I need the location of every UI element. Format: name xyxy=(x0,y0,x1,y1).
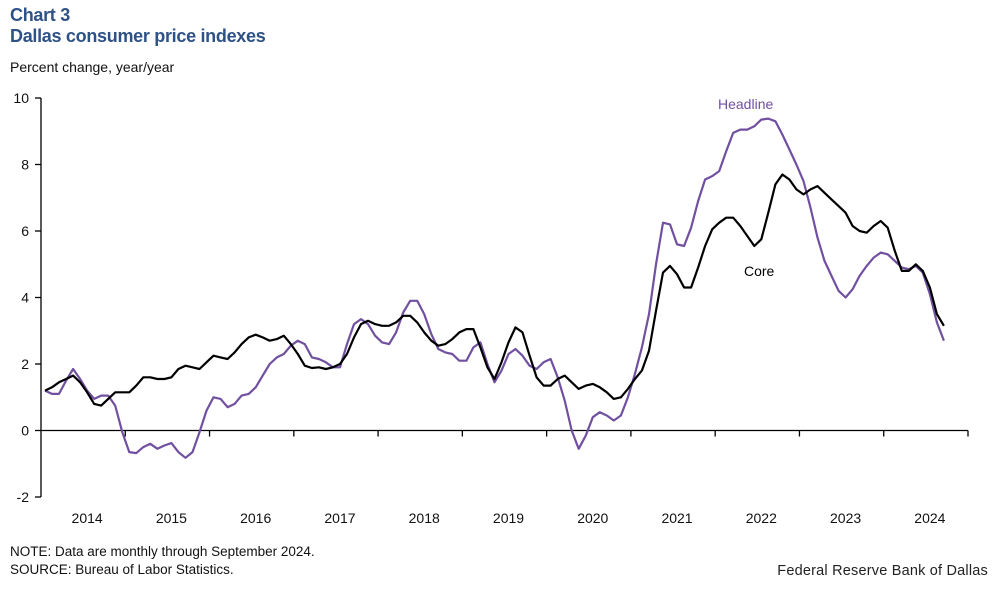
footnote-note: NOTE: Data are monthly through September… xyxy=(10,544,315,559)
x-tick-label: 2024 xyxy=(914,510,945,526)
chart-number: Chart 3 xyxy=(10,5,70,25)
y-tick-label: 6 xyxy=(21,223,29,239)
axes: -2 0 2 4 6 8 10 2014 2015 2016 2017 2018 2019 2020 202… xyxy=(13,90,969,526)
chart-title: Dallas consumer price indexes xyxy=(10,26,266,46)
x-tick-label: 2015 xyxy=(156,510,187,526)
x-tick-label: 2019 xyxy=(493,510,524,526)
series-label-headline: Headline xyxy=(718,96,773,112)
series-labels: Headline Core xyxy=(718,96,775,279)
y-tick-label: 2 xyxy=(21,356,29,372)
y-tick-label: 10 xyxy=(13,90,29,106)
footnote-source: SOURCE: Bureau of Labor Statistics. xyxy=(10,562,234,577)
series-line-core xyxy=(44,173,945,407)
y-tick-label: 4 xyxy=(21,290,29,306)
series-line-headline xyxy=(44,117,945,459)
x-tick-label: 2017 xyxy=(324,510,355,526)
series-lines xyxy=(44,117,945,459)
series-label-core: Core xyxy=(744,263,775,279)
credit-label: Federal Reserve Bank of Dallas xyxy=(777,563,988,579)
x-tick-label: 2023 xyxy=(830,510,861,526)
x-tick-label: 2016 xyxy=(240,510,271,526)
y-tick-label: -2 xyxy=(17,489,30,505)
y-tick-label: 8 xyxy=(21,157,29,173)
y-axis-units-label: Percent change, year/year xyxy=(10,59,175,75)
x-tick-label: 2021 xyxy=(661,510,692,526)
x-tick-label: 2020 xyxy=(577,510,608,526)
x-tick-label: 2018 xyxy=(409,510,440,526)
x-tick-label: 2022 xyxy=(746,510,777,526)
y-tick-label: 0 xyxy=(21,423,29,439)
x-tick-label: 2014 xyxy=(72,510,103,526)
